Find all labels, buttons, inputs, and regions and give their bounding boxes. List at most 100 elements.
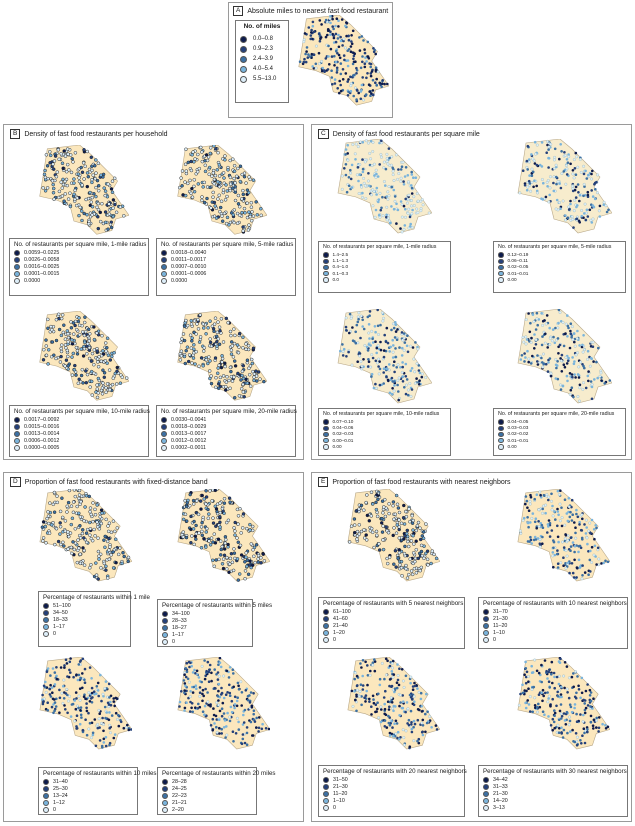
restaurant-point [407, 507, 411, 511]
restaurant-point [218, 732, 221, 735]
legend: Percentage of restaurants within 10 mile… [38, 767, 157, 815]
restaurant-point [355, 323, 359, 327]
restaurant-point [410, 212, 414, 216]
restaurant-point [362, 98, 365, 102]
restaurant-point [71, 321, 76, 325]
restaurant-point [241, 225, 245, 229]
restaurant-point [302, 60, 306, 64]
restaurant-point [179, 340, 183, 345]
restaurant-point [360, 35, 364, 38]
restaurant-point [528, 330, 532, 334]
restaurant-point [589, 570, 592, 573]
restaurant-point [367, 83, 371, 86]
restaurant-point [241, 512, 246, 516]
restaurant-point [391, 500, 396, 504]
restaurant-point [412, 357, 416, 361]
restaurant-point [377, 200, 380, 204]
restaurant-point [198, 499, 203, 503]
restaurant-point [398, 563, 402, 567]
restaurant-point [571, 338, 575, 342]
restaurant-point [194, 706, 197, 709]
restaurant-point [355, 173, 359, 177]
legend-swatch [14, 424, 20, 431]
restaurant-point [392, 389, 396, 393]
restaurant-point [338, 79, 341, 83]
restaurant-point [556, 695, 560, 698]
restaurant-point [370, 329, 374, 333]
restaurant-point [552, 540, 556, 544]
restaurant-point [85, 171, 90, 175]
restaurant-point [526, 168, 529, 171]
restaurant-point [206, 326, 210, 330]
legend-item: 21–30 [483, 791, 623, 798]
restaurant-point [220, 693, 223, 696]
restaurant-point [435, 728, 439, 731]
legend-item: 11–20 [323, 791, 460, 798]
restaurant-point [213, 686, 216, 690]
restaurant-point [78, 515, 83, 519]
restaurant-point [111, 566, 116, 570]
restaurant-point [369, 74, 373, 78]
restaurant-point [74, 327, 79, 332]
restaurant-point [207, 512, 211, 516]
restaurant-point [79, 373, 84, 378]
restaurant-point [376, 707, 379, 711]
restaurant-point [404, 197, 407, 201]
restaurant-point [78, 523, 82, 528]
restaurant-point [405, 531, 409, 536]
restaurant-point [54, 526, 59, 531]
restaurant-point [371, 150, 375, 153]
restaurant-point [355, 529, 360, 534]
restaurant-point [85, 342, 90, 346]
restaurant-point [406, 539, 410, 544]
restaurant-point [94, 561, 98, 565]
restaurant-point [590, 383, 594, 387]
restaurant-point [235, 174, 239, 179]
restaurant-point [330, 76, 334, 79]
restaurant-point [551, 554, 555, 558]
restaurant-point [255, 726, 258, 729]
restaurant-point [237, 720, 240, 724]
restaurant-point [405, 576, 410, 580]
legend-title: No. of restaurants per square mile, 1-mi… [14, 241, 147, 248]
restaurant-point [235, 704, 239, 708]
restaurant-point [394, 531, 399, 535]
restaurant-point [557, 352, 560, 355]
restaurant-point [529, 189, 533, 193]
restaurant-point [332, 34, 336, 38]
restaurant-point [95, 331, 99, 335]
restaurant-point [580, 577, 584, 581]
restaurant-point [399, 168, 403, 171]
restaurant-point [208, 319, 212, 323]
restaurant-point [84, 531, 89, 535]
restaurant-point [374, 68, 378, 72]
restaurant-point [570, 336, 573, 339]
restaurant-point [413, 684, 417, 688]
restaurant-point [409, 681, 412, 685]
restaurant-point [535, 184, 538, 188]
restaurant-point [403, 341, 407, 344]
restaurant-point [229, 348, 234, 352]
restaurant-point [577, 365, 581, 369]
restaurant-point [426, 563, 430, 567]
restaurant-point [59, 343, 64, 347]
restaurant-point [553, 686, 556, 690]
restaurant-point [396, 678, 400, 682]
restaurant-point [377, 548, 382, 552]
restaurant-point [569, 549, 572, 552]
restaurant-point [395, 681, 399, 684]
restaurant-point [549, 142, 553, 146]
restaurant-point [314, 62, 318, 66]
restaurant-point [204, 495, 209, 499]
restaurant-point [407, 207, 411, 211]
restaurant-point [190, 153, 194, 157]
restaurant-point [574, 196, 578, 199]
restaurant-point [527, 687, 530, 690]
restaurant-point [393, 370, 396, 374]
restaurant-point [112, 697, 115, 700]
restaurant-point [218, 520, 222, 525]
restaurant-point [522, 340, 526, 344]
restaurant-point [358, 36, 361, 39]
legend-swatch [323, 637, 329, 644]
restaurant-point [228, 691, 232, 695]
